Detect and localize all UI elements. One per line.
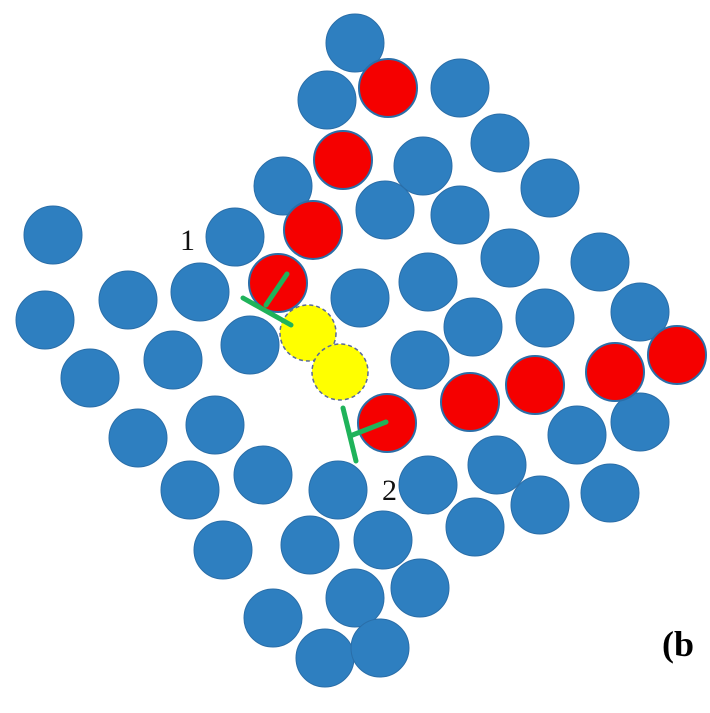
blue-particle xyxy=(98,270,158,330)
blue-particle xyxy=(480,228,540,288)
blue-particle xyxy=(467,435,527,495)
panel-label: (b xyxy=(662,624,694,664)
blue-particle xyxy=(515,288,575,348)
blue-particle xyxy=(295,628,355,688)
blue-particle xyxy=(430,58,490,118)
red-particle xyxy=(647,325,707,385)
blue-particle xyxy=(23,205,83,265)
blue-particle xyxy=(330,268,390,328)
blue-particle xyxy=(610,282,670,342)
red-particle xyxy=(313,130,373,190)
blue-particle xyxy=(580,463,640,523)
particle-layer xyxy=(15,13,707,688)
dislocation-symbol xyxy=(347,419,389,439)
blue-particle xyxy=(297,70,357,130)
dislocation-symbol xyxy=(340,405,359,464)
blue-particle xyxy=(353,510,413,570)
blue-particle xyxy=(220,315,280,375)
blue-particle xyxy=(445,497,505,557)
blue-particle xyxy=(60,348,120,408)
dislocation-symbol xyxy=(263,271,290,308)
red-particle xyxy=(358,58,418,118)
red-particle xyxy=(440,372,500,432)
blue-particle xyxy=(350,618,410,678)
point-label: 2 xyxy=(382,474,397,507)
blue-particle xyxy=(570,232,630,292)
blue-particle xyxy=(325,13,385,73)
blue-particle xyxy=(443,297,503,357)
blue-particle xyxy=(430,185,490,245)
blue-particle xyxy=(355,180,415,240)
blue-particle xyxy=(185,395,245,455)
blue-particle xyxy=(280,515,340,575)
point-label: 1 xyxy=(180,224,195,257)
red-particle xyxy=(283,200,343,260)
yellow-particle xyxy=(279,304,337,362)
blue-particle xyxy=(160,460,220,520)
blue-particle xyxy=(520,158,580,218)
blue-particle xyxy=(143,330,203,390)
yellow-particle xyxy=(311,343,369,401)
blue-particle xyxy=(253,156,313,216)
blue-particle xyxy=(390,558,450,618)
blue-particle xyxy=(15,290,75,350)
blue-particle xyxy=(308,460,368,520)
blue-particle xyxy=(470,113,530,173)
blue-particle xyxy=(510,475,570,535)
blue-particle xyxy=(390,330,450,390)
blue-particle xyxy=(325,568,385,628)
blue-particle xyxy=(170,262,230,322)
blue-particle xyxy=(233,445,293,505)
blue-particle xyxy=(393,136,453,196)
red-particle xyxy=(505,355,565,415)
blue-particle xyxy=(547,405,607,465)
blue-particle xyxy=(243,588,303,648)
red-particle xyxy=(585,342,645,402)
blue-particle xyxy=(398,252,458,312)
blue-particle xyxy=(205,207,265,267)
blue-particle xyxy=(108,408,168,468)
blue-particle xyxy=(398,455,458,515)
blue-particle xyxy=(610,392,670,452)
blue-particle xyxy=(193,520,253,580)
dislocation-symbol xyxy=(240,295,294,328)
